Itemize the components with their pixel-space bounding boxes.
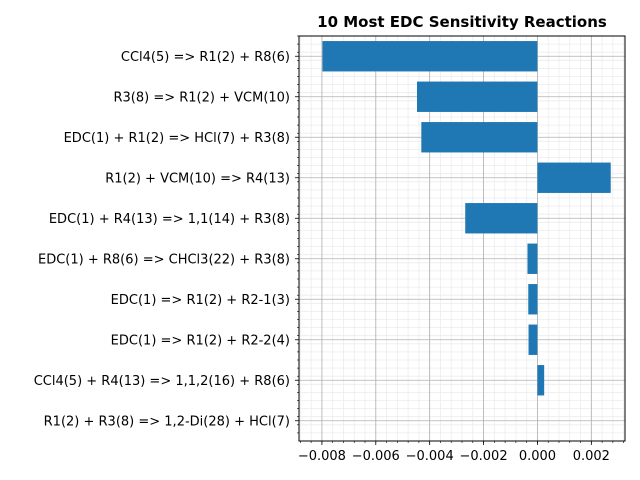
x-tick-label: 0.000 [519, 449, 556, 464]
y-tick-label: EDC(1) => R1(2) + R2-1(3) [111, 293, 290, 308]
y-axis: CCl4(5) => R1(2) + R8(6) R3(8) => R1(2) +… [34, 35, 299, 434]
chart-title: 10 Most EDC Sensitivity Reactions [317, 13, 607, 31]
x-tick-label: −0.006 [352, 449, 400, 464]
bar [528, 324, 538, 355]
bar [537, 365, 545, 396]
y-tick-label: R1(2) + R3(8) => 1,2-Di(28) + HCl(7) [44, 414, 290, 429]
x-tick-label: −0.008 [298, 449, 346, 464]
y-tick-label: R3(8) => R1(2) + VCM(10) [113, 90, 290, 105]
bar [528, 284, 538, 315]
x-axis: −0.008 −0.006 −0.004 −0.002 0.000 0.002 [298, 441, 624, 464]
x-tick-label: −0.002 [459, 449, 507, 464]
y-tick-label: EDC(1) + R1(2) => HCl(7) + R3(8) [64, 131, 290, 146]
x-tick-label: 0.002 [573, 449, 610, 464]
bar [322, 41, 538, 72]
bar [527, 243, 538, 274]
y-tick-label: EDC(1) + R4(13) => 1,1(14) + R3(8) [49, 212, 290, 227]
bar [465, 203, 538, 234]
bar [417, 81, 538, 112]
y-tick-label: CCl4(5) + R4(13) => 1,1,2(16) + R8(6) [34, 374, 290, 389]
x-tick-label: −0.004 [406, 449, 454, 464]
bar [421, 122, 538, 153]
y-tick-label: EDC(1) => R1(2) + R2-2(4) [111, 333, 290, 348]
bars [322, 41, 611, 396]
y-tick-label: R1(2) + VCM(10) => R4(13) [105, 171, 290, 186]
bar [537, 162, 611, 193]
y-tick-label: EDC(1) + R8(6) => CHCl3(22) + R3(8) [38, 252, 290, 267]
y-tick-label: CCl4(5) => R1(2) + R8(6) [121, 50, 290, 65]
